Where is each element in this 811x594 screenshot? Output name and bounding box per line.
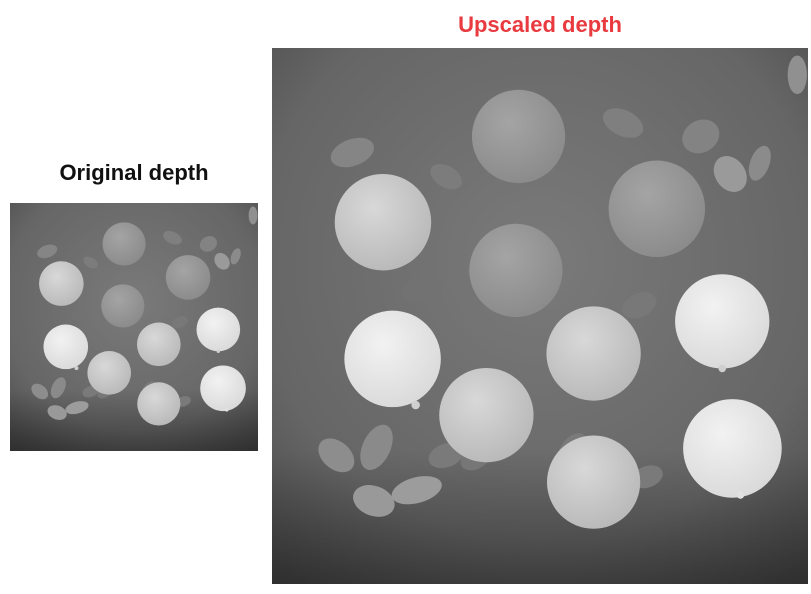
original-depth-title: Original depth bbox=[59, 160, 209, 185]
upscaled-depth-title: Upscaled depth bbox=[458, 12, 622, 37]
original-depth-image bbox=[10, 203, 258, 451]
upscaled-depth-image bbox=[272, 48, 808, 584]
